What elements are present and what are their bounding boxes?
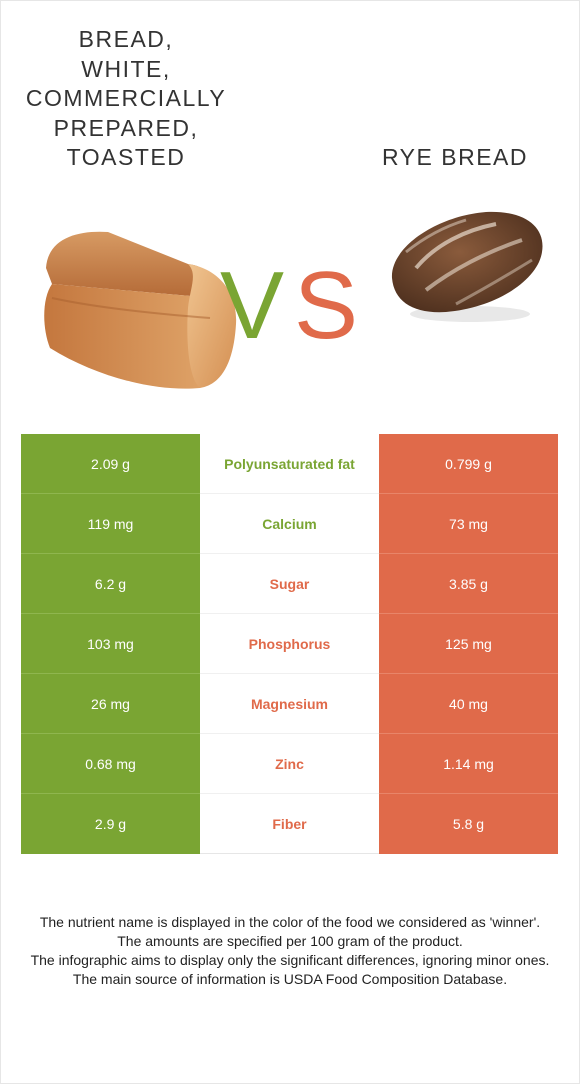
table-row: 119 mg Calcium 73 mg [21,494,558,554]
footnote-line: The main source of information is USDA F… [72,971,508,987]
vs-letter-s: S [294,252,359,359]
footnote-line: The amounts are specified per 100 gram o… [117,933,463,949]
table-row: 2.09 g Polyunsaturated fat 0.799 g [21,434,558,494]
left-food-title: BREAD, WHITE, COMMERCIALLY PREPARED, TOASTE… [25,26,227,170]
right-value-cell: 3.85 g [379,554,558,614]
table-row: 2.9 g Fiber 5.8 g [21,794,558,854]
footnote: The nutrient name is displayed in the co… [20,913,560,989]
right-value-cell: 125 mg [379,614,558,674]
table-row: 6.2 g Sugar 3.85 g [21,554,558,614]
white-bread-loaf-icon [44,231,237,389]
nutrient-comparison-table: 2.09 g Polyunsaturated fat 0.799 g 119 mg Ca… [21,434,558,854]
table-row: 0.68 mg Zinc 1.14 mg [21,734,558,794]
left-value-cell: 2.9 g [21,794,200,854]
rye-bread-loaf-icon [391,211,543,322]
nutrient-name-cell: Phosphorus [200,614,379,674]
right-value-cell: 73 mg [379,494,558,554]
right-value-cell: 1.14 mg [379,734,558,794]
left-value-cell: 103 mg [21,614,200,674]
nutrient-name-cell: Zinc [200,734,379,794]
left-value-cell: 2.09 g [21,434,200,494]
vs-letter-v: V [220,252,285,359]
left-value-cell: 26 mg [21,674,200,734]
nutrient-name-cell: Magnesium [200,674,379,734]
footnote-line: The nutrient name is displayed in the co… [39,914,541,930]
nutrient-name-cell: Polyunsaturated fat [200,434,379,494]
nutrient-name-cell: Sugar [200,554,379,614]
left-value-cell: 119 mg [21,494,200,554]
table-row: 26 mg Magnesium 40 mg [21,674,558,734]
right-food-title: RYE BREAD [381,144,528,170]
right-value-cell: 40 mg [379,674,558,734]
table-row: 103 mg Phosphorus 125 mg [21,614,558,674]
right-value-cell: 5.8 g [379,794,558,854]
right-value-cell: 0.799 g [379,434,558,494]
nutrient-name-cell: Calcium [200,494,379,554]
nutrient-name-cell: Fiber [200,794,379,854]
left-value-cell: 0.68 mg [21,734,200,794]
footnote-line: The infographic aims to display only the… [30,952,550,968]
left-value-cell: 6.2 g [21,554,200,614]
